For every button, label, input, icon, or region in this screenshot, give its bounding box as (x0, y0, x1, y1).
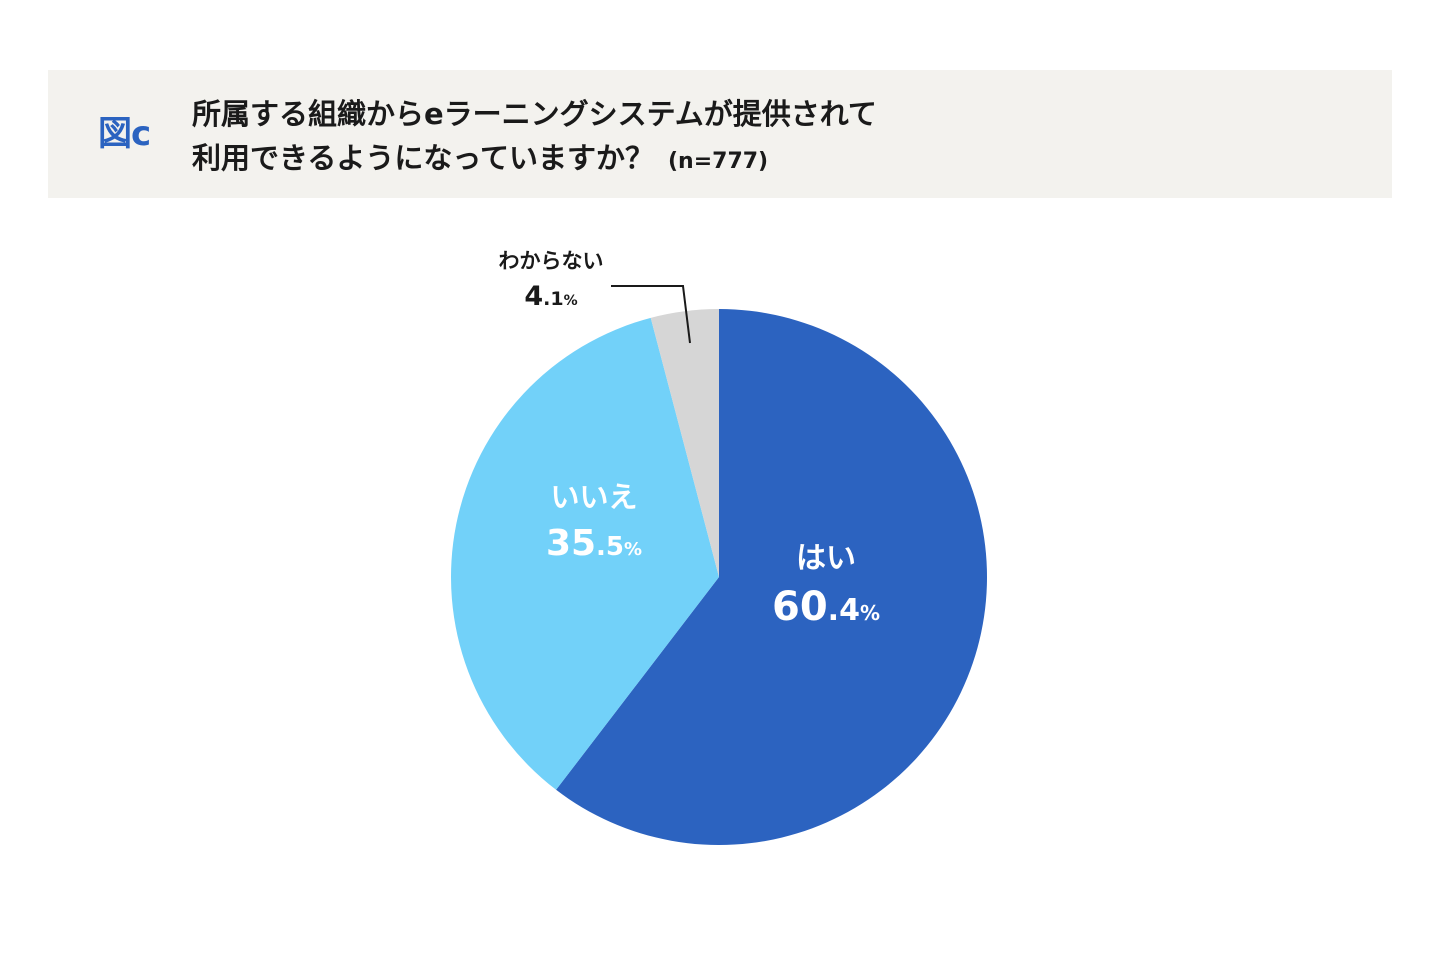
slice-label-3: わからない (499, 249, 604, 273)
leader-line (611, 285, 691, 344)
figure-label: 図c (98, 114, 151, 154)
slice-value-3: 4.1% (524, 281, 577, 312)
pie-slice-2 (451, 317, 719, 790)
chart-header: 図c 所属する組織からeラーニングシステムが提供されて 利用できるようになってい… (48, 70, 1392, 198)
slice-label-1: はい (796, 541, 856, 576)
pie-labels: はい 60.4% いいえ 35.5% わからない 4.1% (499, 249, 881, 630)
pie-slice-1 (556, 309, 988, 845)
pie-slices (451, 309, 988, 845)
slice-label-2: いいえ (550, 480, 637, 514)
chart-title: 所属する組織からeラーニングシステムが提供されて 利用できるようになっていますか… (192, 92, 877, 184)
slice-value-1: 60.4% (772, 584, 880, 630)
slice-value-2: 35.5% (546, 523, 642, 564)
sample-size: (n=777) (667, 149, 769, 174)
pie-slice-3 (650, 309, 719, 577)
chart-title-line2-wrap: 利用できるようになっていますか？ (n=777) (192, 136, 877, 184)
chart-title-line1: 所属する組織からeラーニングシステムが提供されて (192, 97, 877, 131)
chart-title-line2: 利用できるようになっていますか？ (192, 141, 654, 175)
